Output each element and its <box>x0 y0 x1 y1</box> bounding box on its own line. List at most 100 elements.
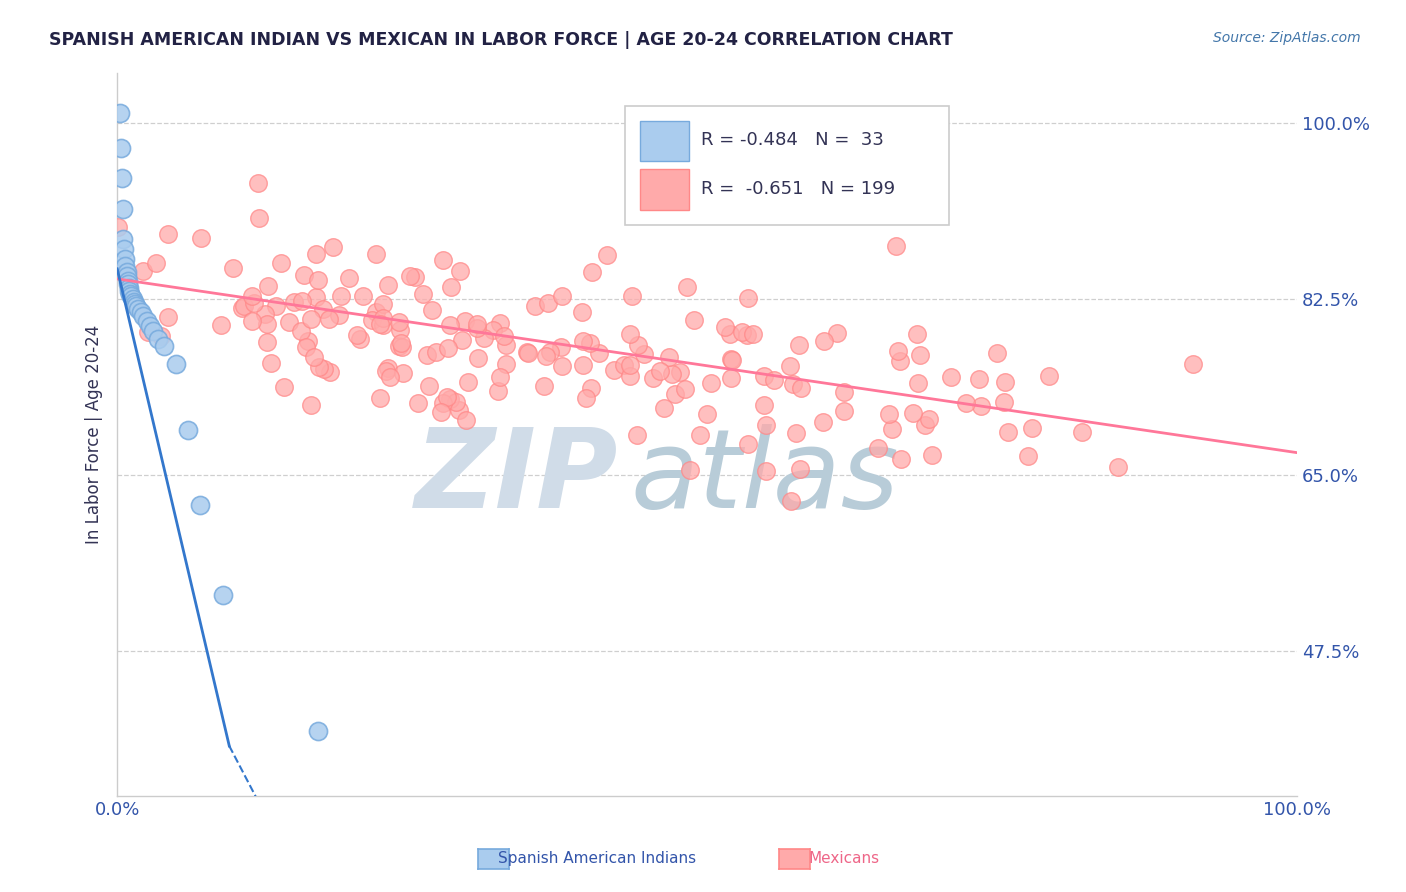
Point <box>440 279 463 293</box>
Point <box>575 391 598 405</box>
Point <box>994 375 1017 389</box>
Point <box>118 281 141 295</box>
Point <box>377 360 399 375</box>
Point <box>907 376 929 391</box>
Point <box>457 375 479 389</box>
Point <box>415 348 437 362</box>
Point <box>299 312 322 326</box>
Point <box>1071 425 1094 439</box>
Point <box>212 588 235 602</box>
Point <box>785 426 807 441</box>
Text: ZIP: ZIP <box>415 425 619 532</box>
Point <box>780 494 803 508</box>
Point <box>107 220 129 235</box>
Point <box>127 301 149 316</box>
Point <box>676 280 699 294</box>
Point <box>247 211 270 226</box>
Point <box>571 334 593 348</box>
Point <box>486 384 509 399</box>
Point <box>290 324 312 338</box>
Point <box>877 407 900 421</box>
Point <box>489 316 512 330</box>
Point <box>247 176 270 190</box>
Point <box>371 310 394 325</box>
Point <box>626 428 648 442</box>
Point <box>371 297 394 311</box>
Point <box>256 317 278 331</box>
Point <box>142 324 165 338</box>
Text: Mexicans: Mexicans <box>808 851 879 865</box>
Point <box>392 366 415 380</box>
Point <box>752 368 775 383</box>
Point <box>389 335 412 350</box>
Point <box>360 313 382 327</box>
Point <box>742 326 765 341</box>
FancyBboxPatch shape <box>640 120 689 161</box>
Point <box>613 358 636 372</box>
Text: R =  -0.651   N = 199: R = -0.651 N = 199 <box>702 179 896 198</box>
Point <box>209 318 232 332</box>
Point <box>117 277 139 291</box>
Point <box>112 202 135 216</box>
Point <box>550 289 572 303</box>
Point <box>661 367 683 381</box>
Point <box>1038 369 1060 384</box>
Point <box>312 301 335 316</box>
Point <box>120 287 142 301</box>
Point <box>115 265 138 279</box>
Point <box>668 365 690 379</box>
Point <box>264 300 287 314</box>
Point <box>371 318 394 333</box>
Point <box>157 227 180 241</box>
Point <box>696 407 718 421</box>
Point <box>1182 357 1205 371</box>
Point <box>735 328 758 343</box>
Point <box>465 321 488 335</box>
Point <box>970 399 993 413</box>
Point <box>986 346 1008 360</box>
Point <box>295 339 318 353</box>
Point <box>689 428 711 442</box>
Point <box>391 340 413 354</box>
Point <box>112 232 135 246</box>
Point <box>551 359 574 373</box>
Point <box>408 395 430 409</box>
Point <box>177 423 200 437</box>
Point <box>755 417 778 432</box>
Point <box>619 368 641 383</box>
Point <box>908 348 931 362</box>
Point <box>813 334 835 348</box>
Point <box>619 358 641 372</box>
Point <box>907 326 929 341</box>
Point <box>368 317 391 331</box>
Point <box>762 373 785 387</box>
Point <box>145 256 167 270</box>
Point <box>658 350 681 364</box>
Point <box>633 347 655 361</box>
Point <box>538 344 561 359</box>
Point <box>242 296 264 310</box>
Point <box>136 325 159 339</box>
Point <box>572 358 595 372</box>
Point <box>533 379 555 393</box>
Point <box>299 398 322 412</box>
Point <box>832 385 855 400</box>
Point <box>550 340 572 354</box>
Point <box>664 386 686 401</box>
Point <box>720 351 742 366</box>
Point <box>627 338 650 352</box>
Point <box>534 349 557 363</box>
Point <box>868 441 890 455</box>
Point <box>472 331 495 345</box>
Point <box>737 437 759 451</box>
Point <box>425 344 447 359</box>
Point <box>260 356 283 370</box>
Point <box>399 268 422 283</box>
Point <box>132 309 155 323</box>
Point <box>412 286 434 301</box>
Point <box>240 289 263 303</box>
Point <box>721 353 744 368</box>
Point <box>222 260 245 275</box>
Point <box>377 277 399 292</box>
Point <box>240 313 263 327</box>
